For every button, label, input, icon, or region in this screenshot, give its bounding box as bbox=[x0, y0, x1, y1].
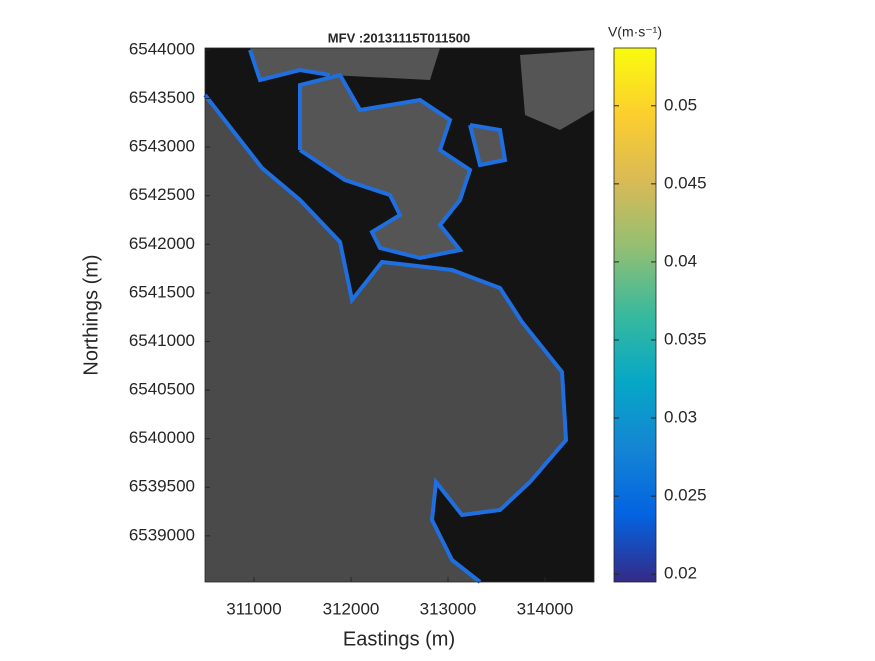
y-tick-label: 6542000 bbox=[129, 234, 195, 253]
y-tick-label: 6541500 bbox=[129, 282, 195, 301]
island bbox=[250, 48, 440, 80]
y-tick-label: 6540500 bbox=[129, 380, 195, 399]
y-tick-label: 6540000 bbox=[129, 428, 195, 447]
island bbox=[300, 75, 470, 258]
y-axis-label: Northings (m) bbox=[80, 254, 102, 375]
y-tick-label: 6539000 bbox=[129, 525, 195, 544]
y-tick-label: 6542500 bbox=[129, 185, 195, 204]
chart-title: MFV :20131115T011500 bbox=[328, 30, 470, 45]
y-tick-label: 6541000 bbox=[129, 331, 195, 350]
x-tick-label: 314000 bbox=[517, 599, 574, 618]
coastline bbox=[468, 123, 508, 168]
y-tick-label: 6543000 bbox=[129, 137, 195, 156]
coastline bbox=[248, 49, 331, 83]
colorbar-tick-label: 0.03 bbox=[664, 408, 697, 427]
water bbox=[205, 48, 594, 582]
colorbar-tick-label: 0.035 bbox=[664, 329, 707, 348]
colorbar-label: V(m·s⁻¹) bbox=[608, 24, 662, 40]
coastline bbox=[203, 93, 569, 584]
x-tick-label: 313000 bbox=[420, 599, 477, 618]
y-tick-label: 6539500 bbox=[129, 477, 195, 496]
y-tick-label: 6544000 bbox=[129, 39, 195, 58]
colorbar-tick-label: 0.04 bbox=[664, 251, 697, 270]
x-axis-label: Eastings (m) bbox=[343, 628, 455, 650]
colorbar bbox=[613, 47, 657, 583]
x-tick-label: 312000 bbox=[323, 599, 380, 618]
axes-box bbox=[204, 47, 595, 583]
colorbar-tick-label: 0.045 bbox=[664, 173, 707, 192]
colorbar-tick-label: 0.05 bbox=[664, 95, 697, 114]
x-tick-label: 311000 bbox=[226, 599, 281, 618]
island bbox=[520, 50, 594, 130]
colorbar-tick-label: 0.025 bbox=[664, 486, 707, 505]
map-image bbox=[203, 48, 594, 584]
y-tick-label: 6543500 bbox=[129, 88, 195, 107]
colorbar-tick-label: 0.02 bbox=[664, 564, 697, 583]
coastline bbox=[298, 72, 473, 261]
